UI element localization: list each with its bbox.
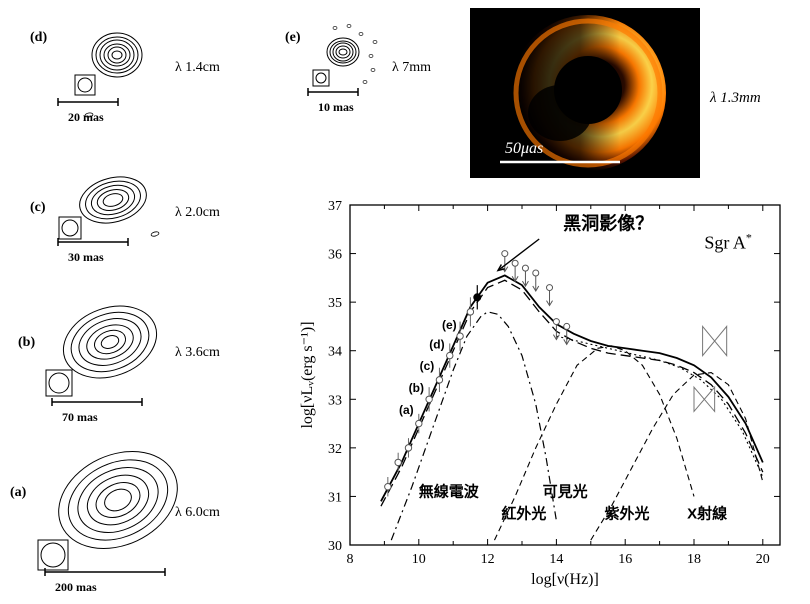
svg-text:10: 10 xyxy=(412,552,426,567)
svg-text:35: 35 xyxy=(328,296,342,311)
svg-text:34: 34 xyxy=(328,345,342,360)
panel-lambda-a: λ 6.0cm xyxy=(175,505,220,521)
svg-text:16: 16 xyxy=(618,552,632,567)
svg-text:18: 18 xyxy=(687,552,701,567)
band-label: 無線電波 xyxy=(419,482,480,500)
scalebar-label-c: 30 mas xyxy=(68,250,104,265)
scalebar-label-d: 20 mas xyxy=(68,110,104,125)
sed-title: Sgr A* xyxy=(704,231,752,253)
svg-text:37: 37 xyxy=(328,199,342,214)
band-label: 紫外光 xyxy=(605,504,650,522)
svg-text:8: 8 xyxy=(347,552,354,567)
svg-text:30: 30 xyxy=(328,539,342,554)
panel-lambda-b: λ 3.6cm xyxy=(175,345,220,361)
band-label: X射線 xyxy=(687,504,727,522)
svg-text:32: 32 xyxy=(328,442,342,457)
sed-ylabel: log[νLᵥ(erg s⁻¹)] xyxy=(299,321,316,428)
scalebar-label-a: 200 mas xyxy=(55,580,97,595)
scalebar-label-b: 70 mas xyxy=(62,410,98,425)
svg-text:(b): (b) xyxy=(409,381,424,395)
sed-xlabel: log[ν(Hz)] xyxy=(531,571,599,588)
panel-label-b: (b) xyxy=(18,335,35,351)
svg-text:31: 31 xyxy=(328,490,342,505)
bh-scalebar-label: 50μas xyxy=(505,140,543,158)
svg-text:36: 36 xyxy=(328,248,342,263)
contour-map-a xyxy=(30,445,180,575)
svg-text:20: 20 xyxy=(756,552,770,567)
svg-text:12: 12 xyxy=(481,552,495,567)
svg-text:(e): (e) xyxy=(442,318,457,332)
panel-label-e: (e) xyxy=(285,30,301,46)
contour-map-b xyxy=(40,300,170,410)
svg-text:(c): (c) xyxy=(420,359,435,373)
panel-lambda-d: λ 1.4cm xyxy=(175,60,220,76)
svg-text:(d): (d) xyxy=(429,337,444,351)
panel-label-d: (d) xyxy=(30,30,47,46)
panel-lambda-e: λ 7mm xyxy=(392,60,431,76)
svg-text:33: 33 xyxy=(328,393,342,408)
bh-lambda-label: λ 1.3mm xyxy=(710,90,761,107)
panel-lambda-c: λ 2.0cm xyxy=(175,205,220,221)
svg-text:14: 14 xyxy=(549,552,563,567)
svg-text:(a): (a) xyxy=(399,403,414,417)
panel-label-a: (a) xyxy=(10,485,26,501)
panel-label-c: (c) xyxy=(30,200,46,216)
sed-chart: 8 10 12 14 16 18 20 30 31 32 33 34 35 36 37 log[ν(Hz)] l… xyxy=(295,195,790,590)
band-label: 可見光 xyxy=(543,482,588,500)
scalebar-label-e: 10 mas xyxy=(318,100,354,115)
band-label: 紅外光 xyxy=(501,504,546,522)
sed-annotation: 黑洞影像？ xyxy=(563,213,653,233)
